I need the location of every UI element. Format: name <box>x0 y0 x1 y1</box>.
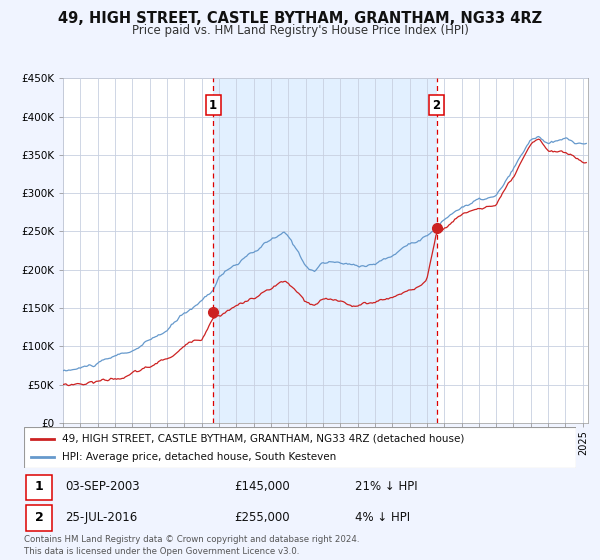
Text: HPI: Average price, detached house, South Kesteven: HPI: Average price, detached house, Sout… <box>62 452 336 462</box>
Text: 03-SEP-2003: 03-SEP-2003 <box>65 480 140 493</box>
Bar <box>213 78 437 423</box>
Text: 25-JUL-2016: 25-JUL-2016 <box>65 511 137 524</box>
Text: 49, HIGH STREET, CASTLE BYTHAM, GRANTHAM, NG33 4RZ (detached house): 49, HIGH STREET, CASTLE BYTHAM, GRANTHAM… <box>62 433 464 444</box>
Text: 49, HIGH STREET, CASTLE BYTHAM, GRANTHAM, NG33 4RZ: 49, HIGH STREET, CASTLE BYTHAM, GRANTHAM… <box>58 11 542 26</box>
Text: 2: 2 <box>433 99 440 111</box>
Text: 1: 1 <box>209 99 217 111</box>
Text: £145,000: £145,000 <box>234 480 290 493</box>
Text: £255,000: £255,000 <box>234 511 289 524</box>
Text: 2: 2 <box>35 511 43 524</box>
Text: 21% ↓ HPI: 21% ↓ HPI <box>355 480 418 493</box>
Text: Contains HM Land Registry data © Crown copyright and database right 2024.
This d: Contains HM Land Registry data © Crown c… <box>24 535 359 556</box>
Bar <box>26 505 52 531</box>
Text: 4% ↓ HPI: 4% ↓ HPI <box>355 511 410 524</box>
Text: Price paid vs. HM Land Registry's House Price Index (HPI): Price paid vs. HM Land Registry's House … <box>131 24 469 36</box>
Bar <box>26 474 52 501</box>
Text: 1: 1 <box>35 480 43 493</box>
